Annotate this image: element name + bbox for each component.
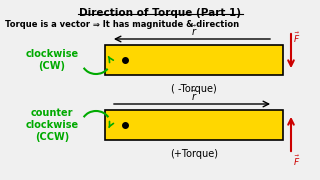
Text: Torque is a vector ⇒ It has magnitude & direction: Torque is a vector ⇒ It has magnitude & …: [5, 20, 239, 29]
Text: (+Torque): (+Torque): [170, 149, 218, 159]
Text: $\vec{F}$: $\vec{F}$: [293, 31, 300, 45]
Bar: [105, 45, 283, 75]
Text: $\vec{r}$: $\vec{r}$: [191, 89, 197, 103]
Text: Direction of Torque (Part 1): Direction of Torque (Part 1): [79, 8, 241, 18]
Text: $\vec{F}$: $\vec{F}$: [293, 154, 300, 168]
Text: ( -Torque): ( -Torque): [171, 84, 217, 94]
Text: counter
clockwise
(CCW): counter clockwise (CCW): [25, 108, 79, 142]
Text: $\vec{r}$: $\vec{r}$: [191, 24, 197, 38]
Text: clockwise
(CW): clockwise (CW): [25, 49, 79, 71]
Bar: [105, 110, 283, 140]
